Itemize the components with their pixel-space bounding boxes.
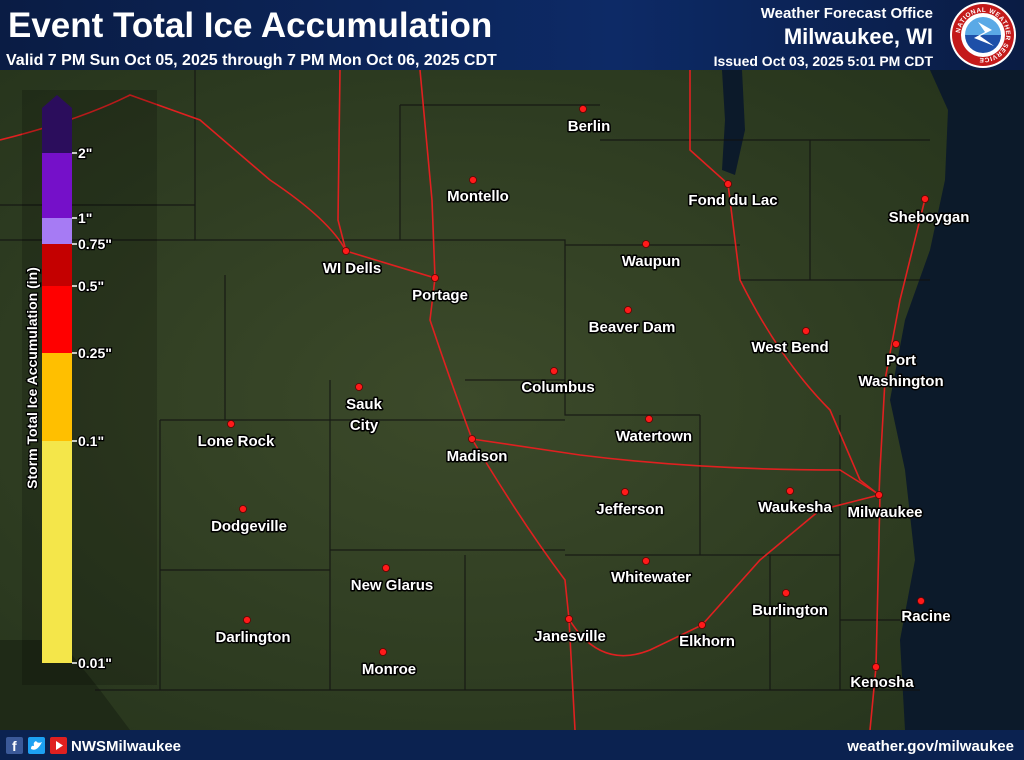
city-label: WI Dells — [323, 260, 381, 277]
city-label: Watertown — [616, 428, 692, 445]
city-label-line: City — [350, 417, 379, 434]
title: Event Total Ice Accumulation — [8, 6, 492, 45]
city-dot — [550, 367, 558, 375]
city-label: Waukesha — [758, 499, 832, 516]
legend-label: 2" — [78, 145, 92, 161]
city-label: Darlington — [216, 629, 291, 646]
city-dot — [469, 176, 477, 184]
city-dot — [468, 435, 476, 443]
nws-logo: NATIONAL WEATHER SERVICE — [950, 2, 1016, 68]
city-dot — [698, 621, 706, 629]
city-dot — [802, 327, 810, 335]
legend-top-arrow — [42, 95, 72, 153]
legend: 2" 1" 0.75" 0.5" 0.25" 0.1" 0.01" — [42, 95, 113, 672]
iowa — [0, 640, 130, 730]
city-label: Columbus — [521, 379, 594, 396]
city-label: Port Washington — [858, 352, 943, 390]
city-label: Madison — [447, 448, 508, 465]
city-dot — [921, 195, 929, 203]
city-dot — [782, 589, 790, 597]
city-label-line: Port — [886, 352, 916, 369]
city-label: Elkhorn — [679, 633, 735, 650]
city-dot — [342, 247, 350, 255]
cities: Berlin Montello Fond du Lac Sheboygan WI Del… — [196, 105, 971, 693]
office-line: Weather Forecast Office — [761, 5, 933, 22]
county-lines — [0, 70, 930, 691]
city-dot — [243, 616, 251, 624]
city-label: Waupun — [622, 253, 681, 270]
legend-swatch — [42, 244, 72, 286]
city-dot — [379, 648, 387, 656]
legend-swatch — [42, 153, 72, 218]
city-dot — [621, 488, 629, 496]
office: Milwaukee, WI — [784, 24, 933, 49]
legend-swatch — [42, 286, 72, 353]
city-label: Beaver Dam — [589, 319, 676, 336]
city-label: Portage — [412, 287, 468, 304]
city-dot — [355, 383, 363, 391]
city-label: Janesville — [534, 628, 606, 645]
footer-bar — [0, 730, 1024, 760]
lake-michigan — [890, 70, 1024, 730]
header-bar — [0, 0, 1024, 70]
city-label: Dodgeville — [211, 518, 287, 535]
city-dot — [786, 487, 794, 495]
legend-swatch — [42, 218, 72, 244]
social-icons: f — [6, 737, 67, 754]
city-label-line: Sauk — [346, 396, 383, 413]
roads — [0, 69, 926, 731]
city-label: Milwaukee — [847, 504, 922, 521]
legend-label: 0.01" — [78, 655, 112, 671]
city-label: Jefferson — [596, 501, 664, 518]
city-dot — [624, 306, 632, 314]
valid-time: Valid 7 PM Sun Oct 05, 2025 through 7 PM… — [6, 52, 497, 69]
city-label: Monroe — [362, 661, 416, 678]
city-dot — [642, 240, 650, 248]
city-dot — [431, 274, 439, 282]
city-label-line: Washington — [858, 373, 943, 390]
legend-label: 0.5" — [78, 278, 104, 294]
city-label: Fond du Lac — [688, 192, 777, 209]
city-dot — [872, 663, 880, 671]
social-handle[interactable]: NWSMilwaukee — [71, 738, 181, 755]
svg-text:f: f — [12, 738, 17, 754]
city-label: Burlington — [752, 602, 828, 619]
city-dot — [382, 564, 390, 572]
city-dot — [565, 615, 573, 623]
city-label: Montello — [447, 188, 509, 205]
legend-swatch — [42, 441, 72, 663]
city-label: Racine — [901, 608, 950, 625]
city-dot — [875, 491, 883, 499]
issued: Issued Oct 03, 2025 5:01 PM CDT — [714, 53, 934, 69]
city-dot — [724, 180, 732, 188]
city-label: West Bend — [751, 339, 828, 356]
city-label: Sheboygan — [889, 209, 970, 226]
city-dot — [579, 105, 587, 113]
legend-swatch — [42, 353, 72, 441]
city-label: New Glarus — [351, 577, 434, 594]
legend-label: 0.1" — [78, 433, 104, 449]
legend-label: 0.75" — [78, 236, 112, 252]
city-dot — [642, 557, 650, 565]
city-label: Sauk City — [346, 396, 383, 434]
city-dot — [227, 420, 235, 428]
city-label: Whitewater — [611, 569, 691, 586]
legend-label: 1" — [78, 210, 92, 226]
city-dot — [645, 415, 653, 423]
website[interactable]: weather.gov/milwaukee — [846, 738, 1014, 755]
city-label: Lone Rock — [198, 433, 275, 450]
legend-title: Storm Total Ice Accumulation (in) — [24, 267, 40, 489]
legend-label: 0.25" — [78, 345, 112, 361]
city-dot — [239, 505, 247, 513]
city-dot — [917, 597, 925, 605]
green-bay — [722, 70, 745, 175]
city-label: Kenosha — [850, 674, 914, 691]
city-label: Berlin — [568, 118, 611, 135]
city-dot — [892, 340, 900, 348]
